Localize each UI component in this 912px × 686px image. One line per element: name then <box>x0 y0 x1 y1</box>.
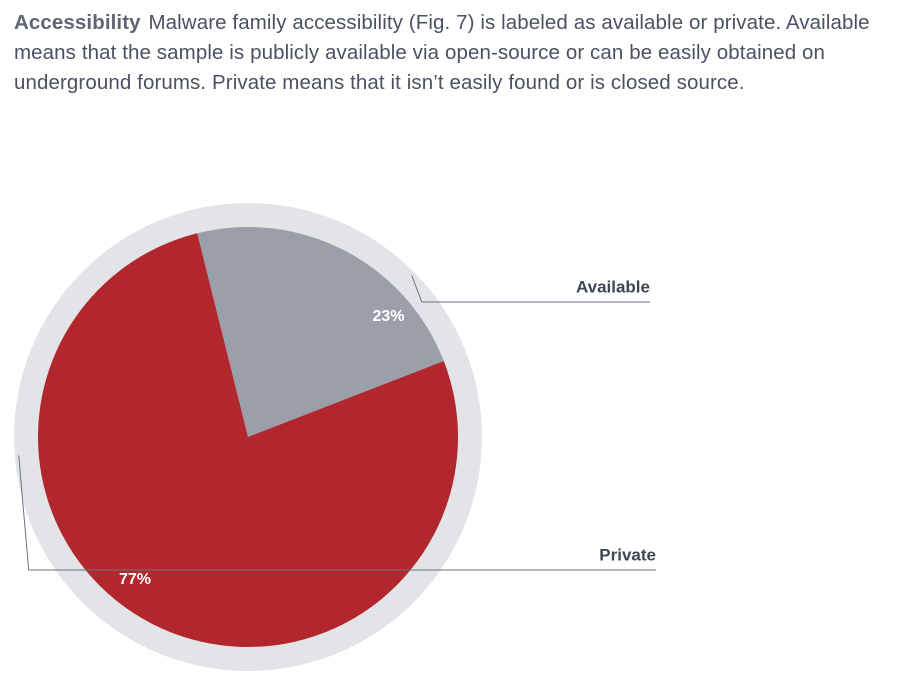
pie-slices <box>38 227 459 648</box>
pie-slice-available <box>197 227 444 437</box>
data-labels: 23% 77% <box>119 308 405 588</box>
leader-line-private <box>18 455 656 571</box>
legend: Available Private <box>576 277 656 564</box>
leader-lines <box>18 275 656 571</box>
pie-slice-private <box>38 233 459 648</box>
legend-label-private: Private <box>599 545 656 564</box>
data-label-available: 23% <box>372 308 404 325</box>
pie-chart: 23% 77% Available Private <box>14 203 656 671</box>
intro-paragraph: Accessibility Malware family accessibili… <box>14 8 904 98</box>
intro-lead: Accessibility <box>14 11 141 34</box>
legend-label-available: Available <box>576 277 650 296</box>
data-label-private: 77% <box>119 571 151 588</box>
leader-line-available <box>411 275 650 303</box>
intro-body: Malware family accessibility (Fig. 7) is… <box>14 11 870 94</box>
